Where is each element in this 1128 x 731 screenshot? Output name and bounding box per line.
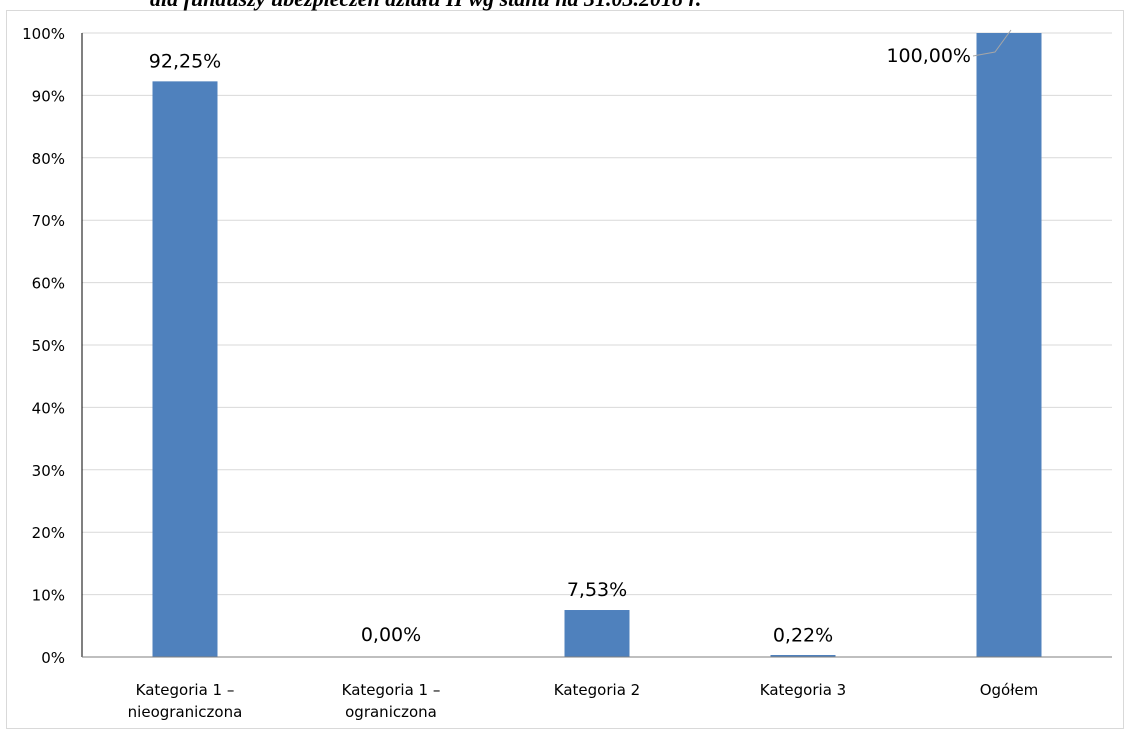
data-labels: 92,25% 0,00% 7,53% 0,22% 100,00%	[149, 29, 1012, 647]
data-label: 0,00%	[361, 624, 421, 646]
data-label: 100,00%	[886, 45, 971, 67]
data-label: 92,25%	[149, 50, 221, 72]
x-tick-label: Kategoria 3	[760, 681, 846, 699]
gridlines	[82, 32, 1112, 658]
bars	[152, 33, 1042, 658]
data-label: 0,22%	[773, 625, 833, 647]
bar	[564, 610, 630, 657]
bar	[976, 33, 1042, 657]
y-tick-label: 70%	[32, 212, 65, 230]
data-label: 7,53%	[567, 579, 627, 601]
bar	[770, 655, 836, 657]
axes	[81, 33, 1112, 658]
y-tick-label: 30%	[32, 462, 65, 480]
y-tick-label: 80%	[32, 150, 65, 168]
y-tick-label: 50%	[32, 337, 65, 355]
y-tick-label: 90%	[32, 87, 65, 105]
bar	[152, 81, 218, 658]
x-tick-label: Kategoria 1 –	[342, 681, 441, 699]
y-tick-label: 0%	[41, 649, 65, 667]
x-tick-label: nieograniczona	[128, 703, 243, 721]
y-tick-label: 10%	[32, 587, 65, 605]
x-axis-ticks: Kategoria 1 – nieograniczona Kategoria 1 –…	[128, 681, 1039, 721]
y-axis-ticks: 0% 10% 20% 30% 40% 50% 60% 70% 80% 90% 100%	[22, 25, 65, 667]
x-tick-label: Kategoria 2	[554, 681, 640, 699]
x-tick-label: Ogółem	[980, 681, 1039, 699]
leader-line	[972, 29, 1012, 57]
chart-frame	[6, 10, 1124, 729]
y-tick-label: 100%	[22, 25, 65, 43]
y-tick-label: 20%	[32, 524, 65, 542]
chart-title: dla funduszy ubezpieczeń działu II wg st…	[150, 0, 950, 22]
x-tick-label: ograniczona	[345, 703, 437, 721]
y-tick-label: 40%	[32, 399, 65, 417]
y-tick-label: 60%	[32, 275, 65, 293]
x-tick-label: Kategoria 1 –	[136, 681, 235, 699]
